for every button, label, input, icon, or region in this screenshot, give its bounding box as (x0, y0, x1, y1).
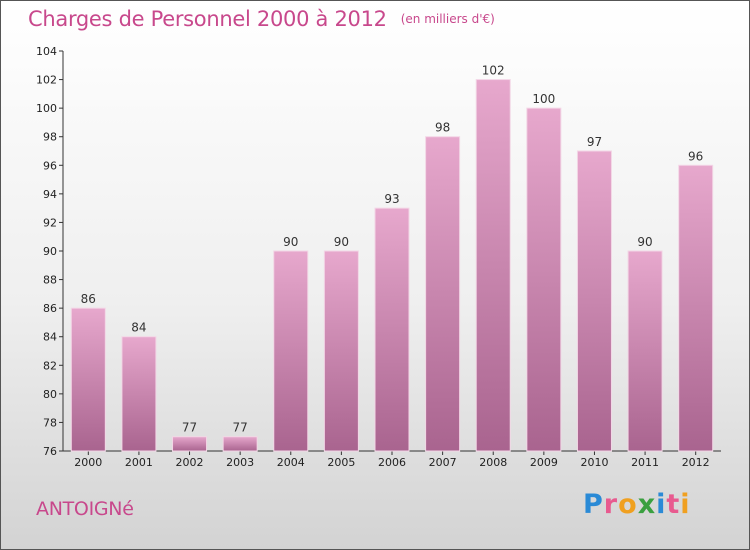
x-tick-label-2010: 2010 (580, 456, 608, 469)
bar-2011 (627, 250, 663, 452)
bars (70, 79, 714, 452)
data-label-2008: 102 (482, 64, 505, 78)
title-row: Charges de Personnel 2000 à 2012 (en mill… (28, 7, 495, 31)
logo-letter: P (583, 489, 604, 520)
y-tick-label: 104 (36, 45, 57, 58)
bar-2005 (323, 250, 359, 452)
chart-subtitle: (en milliers d'€) (400, 12, 495, 26)
bar-2008 (475, 79, 511, 452)
bar-2009 (526, 107, 562, 452)
data-label-2009: 100 (532, 92, 555, 106)
x-tick-label-2011: 2011 (631, 456, 659, 469)
logo-letter: i (680, 489, 691, 520)
data-label-2010: 97 (587, 135, 602, 149)
bar-2001 (121, 336, 157, 452)
data-labels: 86 84 77 77 90 90 93 98 102 100 97 90 96 (81, 64, 704, 435)
data-label-2001: 84 (131, 321, 146, 335)
data-label-2002: 77 (182, 421, 197, 435)
bar-2003 (222, 436, 258, 452)
data-label-2005: 90 (334, 235, 349, 249)
y-tick-label: 78 (43, 416, 57, 429)
logo-letter: t (666, 489, 681, 520)
data-label-2006: 93 (384, 192, 399, 206)
axes: 76 78 80 82 84 86 88 90 92 94 96 98 100 102 104 2000 200… (36, 45, 721, 469)
data-label-2012: 96 (688, 149, 703, 163)
data-label-2011: 90 (637, 235, 652, 249)
proxiti-logo: Proxiti (583, 489, 691, 520)
y-tick-label: 86 (43, 302, 57, 315)
y-tick-label: 76 (43, 445, 57, 458)
logo-letter: r (603, 489, 619, 520)
x-tick-label-2009: 2009 (530, 456, 558, 469)
logo-letter: o (618, 489, 638, 520)
bar-2004 (273, 250, 309, 452)
y-tick-label: 98 (43, 131, 57, 144)
y-tick-label: 84 (43, 331, 57, 344)
y-tick-label: 90 (43, 245, 57, 258)
bar-2012 (678, 164, 714, 452)
bar-2006 (374, 207, 410, 452)
logo-letter: i (656, 489, 667, 520)
x-tick-label-2012: 2012 (682, 456, 710, 469)
x-tick-label-2000: 2000 (74, 456, 102, 469)
bar-2007 (425, 136, 461, 452)
x-tick-label-2001: 2001 (125, 456, 153, 469)
y-tick-label: 82 (43, 359, 57, 372)
y-tick-label: 80 (43, 388, 57, 401)
bar-2010 (576, 150, 612, 452)
x-tick-label-2006: 2006 (378, 456, 406, 469)
x-tick-label-2004: 2004 (277, 456, 305, 469)
bar-2002 (172, 436, 208, 452)
y-tick-label: 94 (43, 188, 57, 201)
data-label-2004: 90 (283, 235, 298, 249)
data-label-2003: 77 (233, 421, 248, 435)
y-tick-label: 96 (43, 159, 57, 172)
y-tick-label: 100 (36, 102, 57, 115)
logo-letter: x (637, 489, 657, 520)
chart-title: Charges de Personnel 2000 à 2012 (28, 7, 387, 31)
commune-name: ANTOIGNé (36, 498, 134, 520)
data-label-2000: 86 (81, 292, 96, 306)
x-tick-label-2003: 2003 (226, 456, 254, 469)
y-tick-label: 92 (43, 216, 57, 229)
y-tick-label: 88 (43, 274, 57, 287)
x-tick-label-2007: 2007 (429, 456, 457, 469)
x-tick-label-2008: 2008 (479, 456, 507, 469)
data-label-2007: 98 (435, 121, 450, 135)
bar-2000 (70, 307, 106, 452)
x-tick-label-2002: 2002 (176, 456, 204, 469)
x-tick-label-2005: 2005 (327, 456, 355, 469)
y-tick-label: 102 (36, 74, 57, 87)
